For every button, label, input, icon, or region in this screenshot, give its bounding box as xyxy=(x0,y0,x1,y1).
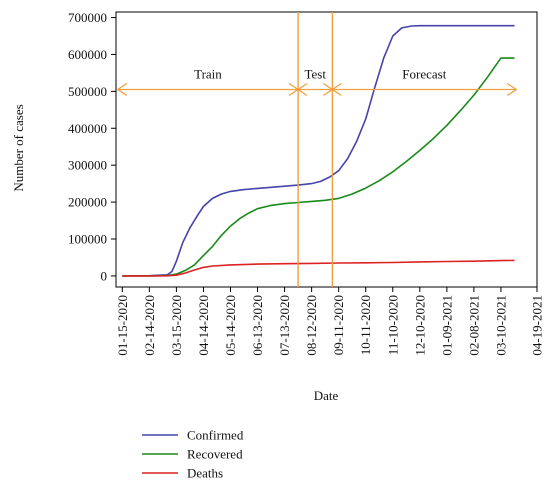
period-annotations: Train Test Forecast xyxy=(116,67,518,97)
x-axis: 01-15-2020 02-14-2020 03-15-2020 04-14-2020… xyxy=(115,287,544,356)
x-tick-label: 12-10-2020 xyxy=(412,295,427,356)
y-tick-label: 700000 xyxy=(68,10,107,25)
series-group xyxy=(122,24,515,277)
annotation-label: Test xyxy=(304,67,326,82)
x-tick-label: 09-11-2020 xyxy=(331,295,346,355)
x-tick-label: 03-10-2021 xyxy=(493,295,508,356)
x-tick-label: 07-13-2020 xyxy=(277,295,292,356)
y-tick-label: 600000 xyxy=(68,47,107,62)
x-tick-label: 11-10-2020 xyxy=(385,295,400,355)
annotation-arrowhead-left xyxy=(296,82,308,97)
series-line-recovered xyxy=(122,57,515,277)
annotation-arrowhead-left xyxy=(331,82,342,97)
series-line-deaths xyxy=(122,259,515,277)
legend: Confirmed Recovered Deaths xyxy=(142,428,244,481)
annotation-label: Forecast xyxy=(402,67,446,82)
y-axis-label: Number of cases xyxy=(11,104,26,191)
x-axis-label: Date xyxy=(314,388,339,403)
x-tick-label: 01-09-2021 xyxy=(439,295,454,356)
annotation-label: Train xyxy=(194,67,222,82)
split-lines xyxy=(297,12,334,287)
y-tick-label: 300000 xyxy=(68,158,107,173)
y-axis: 0 100000 200000 300000 400000 500000 600000 700… xyxy=(68,10,116,283)
y-tick-label: 0 xyxy=(101,268,108,283)
x-tick-label: 04-19-2021 xyxy=(530,295,544,356)
annotation-arrowhead-left xyxy=(116,82,128,97)
y-tick-label: 500000 xyxy=(68,84,107,99)
legend-label: Recovered xyxy=(187,447,243,462)
y-tick-label: 200000 xyxy=(68,195,107,210)
y-tick-label: 100000 xyxy=(68,232,107,247)
legend-label: Confirmed xyxy=(187,428,244,443)
x-tick-label: 03-15-2020 xyxy=(169,295,184,356)
x-tick-label: 05-14-2020 xyxy=(223,295,238,356)
x-tick-label: 02-08-2021 xyxy=(466,295,481,356)
x-tick-label: 06-13-2020 xyxy=(250,295,265,356)
legend-label: Deaths xyxy=(187,466,223,481)
x-tick-label: 10-11-2020 xyxy=(358,295,373,355)
y-tick-label: 400000 xyxy=(68,121,107,136)
x-tick-label: 04-14-2020 xyxy=(196,295,211,356)
series-line-confirmed xyxy=(122,24,515,277)
plot-area xyxy=(115,11,538,288)
x-tick-label: 08-12-2020 xyxy=(304,295,319,356)
x-tick-label: 01-15-2020 xyxy=(115,295,130,356)
annotation-arrowhead-right xyxy=(506,82,518,97)
x-tick-label: 02-14-2020 xyxy=(142,295,157,356)
